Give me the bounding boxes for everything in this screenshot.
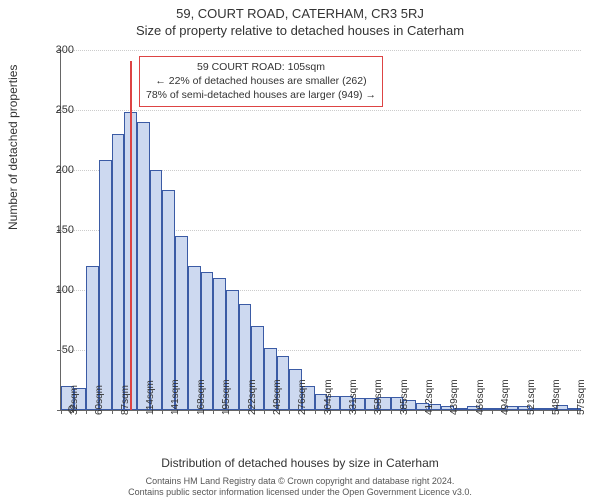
xtick-mark [86,410,87,414]
chart-subtitle: Size of property relative to detached ho… [0,21,600,42]
xtick-label: 222sqm [247,405,258,415]
xtick-label: 521sqm [526,405,537,415]
annotation-box: 59 COURT ROAD: 105sqm← 22% of detached h… [139,56,383,107]
histogram-bar [162,190,175,410]
property-marker-line [130,61,132,410]
xtick-mark [213,410,214,414]
xtick-mark [416,410,417,414]
xtick-label: 304sqm [323,405,334,415]
xtick-mark [264,410,265,414]
ytick-label: 150 [44,224,74,236]
xtick-label: 412sqm [424,405,435,415]
xtick-mark [315,410,316,414]
xtick-label: 114sqm [145,405,156,415]
xtick-mark [568,410,569,414]
histogram-bar [99,160,112,410]
xtick-label: 494sqm [500,405,511,415]
ytick-label: 0 [44,404,74,416]
xtick-label: 249sqm [272,405,283,415]
annotation-line-2: ← 22% of detached houses are smaller (26… [146,74,376,88]
ytick-label: 100 [44,284,74,296]
plot-area: 32sqm60sqm87sqm114sqm141sqm168sqm195sqm2… [60,50,581,411]
xtick-mark [112,410,113,414]
xtick-label: 168sqm [196,405,207,415]
grid-line [61,50,581,51]
page-title: 59, COURT ROAD, CATERHAM, CR3 5RJ [0,0,600,21]
histogram-bar [150,170,163,410]
grid-line [61,110,581,111]
xtick-label: 331sqm [348,405,359,415]
xtick-mark [441,410,442,414]
xtick-mark [365,410,366,414]
xtick-label: 195sqm [221,405,232,415]
annotation-line-3: 78% of semi-detached houses are larger (… [146,88,376,102]
xtick-mark [467,410,468,414]
xtick-mark [543,410,544,414]
xtick-mark [137,410,138,414]
ytick-label: 300 [44,44,74,56]
xtick-mark [289,410,290,414]
xtick-mark [239,410,240,414]
footer-line-1: Contains HM Land Registry data © Crown c… [0,476,600,487]
xtick-mark [518,410,519,414]
histogram-bar [137,122,150,410]
xtick-label: 466sqm [475,405,486,415]
xtick-label: 60sqm [94,405,105,415]
y-axis-label: Number of detached properties [6,65,20,230]
xtick-label: 141sqm [170,405,181,415]
footer-line-2: Contains public sector information licen… [0,487,600,498]
xtick-mark [162,410,163,414]
xtick-label: 575sqm [576,405,587,415]
xtick-mark [340,410,341,414]
xtick-label: 276sqm [297,405,308,415]
footer-attribution: Contains HM Land Registry data © Crown c… [0,476,600,499]
chart-container: 59, COURT ROAD, CATERHAM, CR3 5RJ Size o… [0,0,600,500]
xtick-label: 385sqm [399,405,410,415]
xtick-mark [492,410,493,414]
annotation-line-1: 59 COURT ROAD: 105sqm [146,60,376,74]
ytick-label: 50 [44,344,74,356]
x-axis-label: Distribution of detached houses by size … [0,456,600,470]
ytick-label: 200 [44,164,74,176]
xtick-label: 548sqm [551,405,562,415]
ytick-label: 250 [44,104,74,116]
xtick-mark [391,410,392,414]
chart-area: 32sqm60sqm87sqm114sqm141sqm168sqm195sqm2… [60,50,580,410]
histogram-bar [112,134,125,410]
xtick-mark [188,410,189,414]
xtick-label: 358sqm [373,405,384,415]
xtick-label: 439sqm [449,405,460,415]
